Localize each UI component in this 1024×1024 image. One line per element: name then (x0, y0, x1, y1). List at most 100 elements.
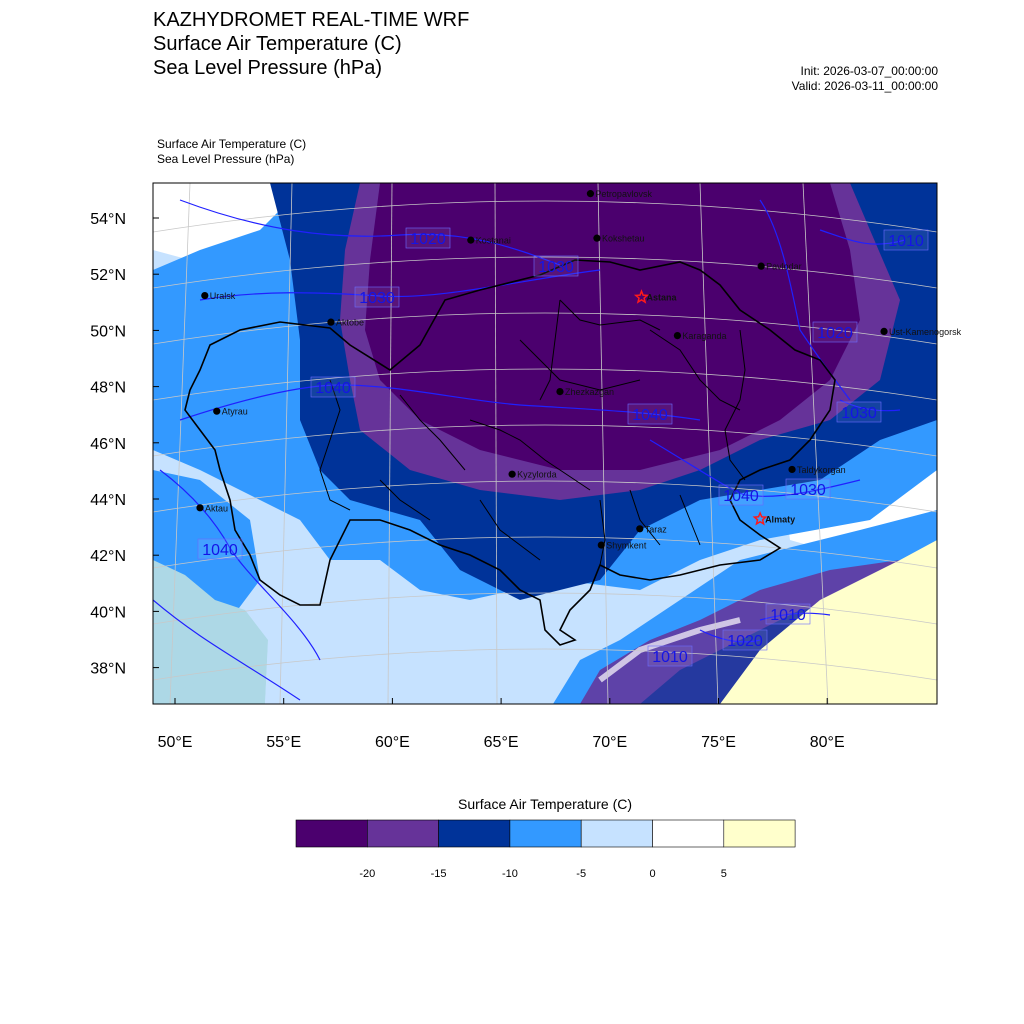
isobar-label: 1040 (315, 380, 351, 397)
city-dot-icon (593, 234, 601, 242)
isobar-label-box (785, 478, 831, 500)
isobar-label-box (722, 629, 768, 651)
isobar-label-box (354, 286, 400, 308)
city-dot-icon (586, 190, 595, 198)
lon-tick-label: 75°E (701, 734, 736, 751)
colorbar-tick-label: -15 (431, 868, 447, 880)
isobar-label-box (718, 484, 764, 506)
city-dot-icon (196, 504, 204, 512)
latitude-axis: 54°N 52°N 50°N 48°N 46°N 44°N 42°N 40°N 38°N (90, 211, 159, 678)
isobar-label: 1030 (359, 290, 395, 307)
city-dot-icon (213, 407, 221, 415)
city-dot-icon (788, 465, 796, 474)
lon-tick-label: 65°E (484, 734, 519, 751)
lat-tick-label: 42°N (90, 548, 126, 565)
city-label: Shymkent (606, 541, 647, 551)
city-dot-icon (757, 262, 765, 270)
isobar-label-box (883, 229, 929, 251)
lat-tick-label: 50°N (90, 323, 126, 340)
city-dot-icon (556, 388, 564, 396)
colorbar-swatch (509, 819, 582, 848)
city-label: Pavlodar (766, 262, 802, 272)
plot-label-temperature: Surface Air Temperature (C) (157, 137, 307, 151)
isobar-label-box (197, 538, 243, 560)
isobar-label: 1030 (790, 482, 826, 499)
map-title: KAZHYDROMET REAL-TIME WRF (153, 9, 470, 31)
city-label: Kostanai (476, 236, 511, 246)
city-dot-icon (880, 327, 888, 335)
isobar-label: 1020 (817, 325, 853, 342)
isobar-label-box (405, 227, 451, 249)
isobar-label: 1020 (727, 633, 763, 650)
city-dot-icon (467, 236, 475, 244)
isobar-label: 1010 (652, 649, 688, 666)
city-label: Karaganda (682, 331, 726, 341)
map-subtitle-temperature: Surface Air Temperature (C) (153, 33, 402, 55)
city-dot-icon (636, 525, 644, 533)
capital-star-icon (752, 511, 768, 526)
city-label: Kokshetau (602, 234, 645, 244)
city-markers: Petropavlovsk Kostanai Kokshetau Pavlodar Ur… (196, 189, 962, 551)
lon-tick-label: 55°E (266, 734, 301, 751)
city-label: Taldykorgan (797, 465, 846, 475)
lat-tick-label: 38°N (90, 661, 126, 678)
colorbar-tick-label: 5 (721, 868, 727, 880)
colorbar-title: Surface Air Temperature (C) (457, 796, 633, 812)
colorbar-tick-label: 0 (649, 868, 655, 880)
colorbar-swatch (723, 819, 796, 848)
colorbar-tick-label: -10 (502, 868, 518, 880)
map-subtitle-pressure: Sea Level Pressure (hPa) (153, 57, 383, 79)
isobar-labels: 1020 1030 1030 1040 1040 1040 1040 1030 1020 1010… (197, 227, 929, 667)
lat-tick-label: 46°N (90, 436, 126, 453)
colorbar-tick-label: -20 (359, 868, 375, 880)
city-dot-icon (673, 332, 682, 340)
city-label: Taraz (645, 524, 668, 534)
isobar-label-box (836, 401, 882, 423)
isobar-label: 1030 (841, 405, 877, 422)
city-label: Atyrau (222, 407, 248, 417)
lon-tick-label: 80°E (810, 734, 845, 751)
isobar-label-box (647, 645, 693, 667)
isobar-label: 1020 (410, 231, 446, 248)
lat-tick-label: 52°N (90, 267, 126, 284)
colorbar-swatch (438, 819, 511, 848)
isobar-label: 1010 (888, 233, 924, 250)
city-dot-icon (508, 470, 516, 478)
city-label: Kyzylorda (517, 470, 557, 480)
lon-tick-label: 70°E (592, 734, 627, 751)
isobar-label: 1030 (538, 259, 574, 276)
lat-tick-label: 44°N (90, 492, 126, 509)
lon-tick-label: 60°E (375, 734, 410, 751)
city-label: Uralsk (210, 291, 236, 301)
isobar-label-box (627, 403, 673, 425)
colorbar-swatch (652, 819, 725, 848)
city-dot-icon (597, 541, 605, 549)
colorbar-swatch (580, 819, 653, 848)
city-label: Aktau (205, 503, 228, 513)
city-label: Aktobe (336, 318, 364, 328)
isobar-label-box (310, 376, 356, 398)
lon-tick-label: 50°E (158, 734, 193, 751)
isobar-label-box (765, 603, 811, 625)
city-label: Astana (647, 293, 678, 303)
longitude-axis: 50°E 55°E 60°E 65°E 70°E 75°E 80°E (158, 698, 845, 751)
city-label: Ust-Kamenogorsk (889, 327, 962, 337)
city-label: Zhezkazgan (565, 387, 614, 397)
isobar-label-box (533, 255, 579, 277)
colorbar-swatch (295, 819, 368, 848)
region-borders (319, 299, 746, 566)
lat-tick-label: 40°N (90, 604, 126, 621)
init-time: Init: 2026-03-07_00:00:00 (800, 64, 938, 78)
city-label: Almaty (765, 515, 795, 525)
city-label: Petropavlovsk (595, 189, 652, 199)
country-borders (184, 259, 836, 646)
capital-star-icon (633, 289, 650, 304)
valid-time: Valid: 2026-03-11_00:00:00 (791, 79, 938, 93)
isobar-label: 1040 (202, 542, 238, 559)
isobar-label-box (812, 321, 858, 343)
colorbar-tick-label: -5 (576, 868, 586, 880)
city-dot-icon (327, 318, 335, 326)
lat-tick-label: 54°N (90, 211, 126, 228)
isobar-label: 1010 (770, 607, 806, 624)
